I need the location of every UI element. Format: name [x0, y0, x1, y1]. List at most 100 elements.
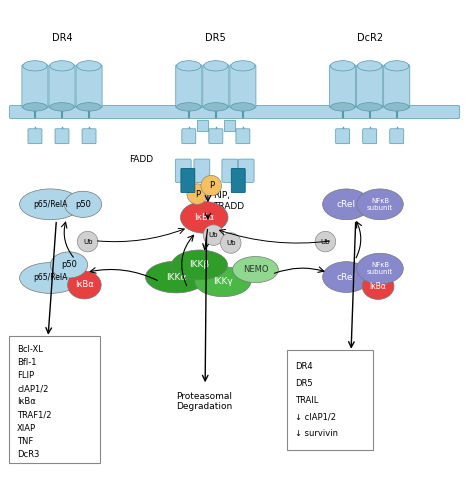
Ellipse shape [145, 261, 207, 293]
Ellipse shape [50, 102, 74, 111]
Text: DR5: DR5 [205, 33, 226, 43]
FancyBboxPatch shape [238, 159, 254, 182]
Text: P: P [209, 181, 214, 190]
FancyBboxPatch shape [182, 129, 196, 144]
FancyBboxPatch shape [363, 129, 377, 144]
Ellipse shape [77, 60, 101, 71]
Ellipse shape [172, 250, 227, 280]
Ellipse shape [50, 60, 74, 71]
FancyBboxPatch shape [49, 65, 75, 108]
Ellipse shape [64, 192, 102, 218]
Ellipse shape [356, 189, 403, 220]
Ellipse shape [331, 102, 355, 111]
FancyBboxPatch shape [287, 350, 373, 450]
Text: Ub: Ub [321, 238, 330, 244]
Text: DcR2: DcR2 [356, 33, 383, 43]
Text: IKKβ: IKKβ [189, 260, 210, 270]
Text: cIAP1/2: cIAP1/2 [17, 384, 49, 394]
Text: IκBα: IκBα [370, 282, 386, 291]
Text: FLIP: FLIP [17, 372, 34, 380]
Ellipse shape [385, 102, 409, 111]
Text: p65/RelA: p65/RelA [33, 200, 68, 209]
Ellipse shape [231, 102, 255, 111]
Circle shape [220, 232, 241, 254]
FancyBboxPatch shape [230, 65, 256, 108]
FancyBboxPatch shape [203, 65, 229, 108]
Circle shape [201, 176, 221, 196]
FancyBboxPatch shape [176, 65, 202, 108]
Text: DcR3: DcR3 [17, 450, 39, 458]
FancyBboxPatch shape [9, 336, 100, 463]
Text: DR4: DR4 [295, 362, 313, 371]
FancyBboxPatch shape [76, 65, 102, 108]
Text: FADD: FADD [129, 154, 153, 164]
Text: Ub: Ub [226, 240, 235, 246]
Text: IκBα: IκBα [17, 398, 36, 406]
Ellipse shape [357, 102, 382, 111]
Ellipse shape [177, 60, 201, 71]
Text: ↓ cIAP1/2: ↓ cIAP1/2 [295, 412, 336, 422]
Text: Bcl-XL: Bcl-XL [17, 346, 43, 354]
Ellipse shape [77, 102, 101, 111]
Text: TRAF1/2: TRAF1/2 [17, 410, 52, 420]
Text: Bfl-1: Bfl-1 [17, 358, 37, 368]
Ellipse shape [23, 102, 47, 111]
Ellipse shape [204, 102, 228, 111]
Text: IκBα: IκBα [194, 213, 214, 222]
Ellipse shape [50, 252, 88, 278]
Ellipse shape [231, 60, 255, 71]
Text: cRel: cRel [337, 200, 356, 209]
Ellipse shape [68, 271, 101, 299]
Ellipse shape [233, 256, 278, 282]
Text: TRAIL: TRAIL [295, 396, 318, 404]
Circle shape [187, 184, 207, 204]
FancyBboxPatch shape [222, 159, 238, 182]
FancyBboxPatch shape [194, 159, 210, 182]
FancyBboxPatch shape [330, 65, 356, 108]
Ellipse shape [331, 60, 355, 71]
FancyBboxPatch shape [181, 168, 195, 192]
Text: NFκB
subunit: NFκB subunit [367, 262, 393, 275]
Text: IKKγ: IKKγ [213, 277, 233, 286]
FancyBboxPatch shape [9, 106, 460, 118]
Circle shape [315, 232, 336, 252]
Text: IKKα: IKKα [166, 272, 186, 281]
FancyBboxPatch shape [236, 129, 250, 144]
Text: DR5: DR5 [295, 379, 313, 388]
FancyBboxPatch shape [28, 129, 42, 144]
Text: p65/RelA: p65/RelA [33, 274, 68, 282]
Text: cRel: cRel [337, 272, 356, 281]
FancyBboxPatch shape [55, 129, 69, 144]
Text: Proteasomal
Degradation: Proteasomal Degradation [176, 392, 232, 411]
Ellipse shape [204, 60, 228, 71]
Ellipse shape [20, 262, 81, 294]
Text: DR4: DR4 [52, 33, 72, 43]
Text: p50: p50 [75, 200, 91, 209]
FancyBboxPatch shape [175, 159, 191, 182]
Ellipse shape [323, 262, 370, 292]
Text: P: P [195, 190, 200, 198]
Text: RIP,
TRADD: RIP, TRADD [213, 192, 245, 210]
Ellipse shape [195, 267, 251, 296]
Text: TNF: TNF [17, 436, 33, 446]
Text: TRAF2: TRAF2 [195, 220, 223, 229]
FancyBboxPatch shape [209, 129, 223, 144]
Ellipse shape [357, 60, 382, 71]
Text: XIAP: XIAP [17, 424, 37, 432]
FancyBboxPatch shape [356, 65, 383, 108]
Ellipse shape [362, 274, 394, 299]
FancyBboxPatch shape [336, 129, 350, 144]
Text: p50: p50 [61, 260, 77, 270]
Text: Ub: Ub [83, 238, 92, 244]
Text: ↓ survivin: ↓ survivin [295, 429, 338, 438]
Circle shape [77, 232, 98, 252]
FancyBboxPatch shape [390, 129, 404, 144]
Ellipse shape [181, 202, 228, 233]
Ellipse shape [23, 60, 47, 71]
Ellipse shape [385, 60, 409, 71]
FancyBboxPatch shape [82, 129, 96, 144]
FancyBboxPatch shape [231, 168, 245, 192]
Text: Ub: Ub [209, 232, 218, 238]
Text: NFκB
subunit: NFκB subunit [367, 198, 393, 211]
Text: IκBα: IκBα [75, 280, 94, 289]
